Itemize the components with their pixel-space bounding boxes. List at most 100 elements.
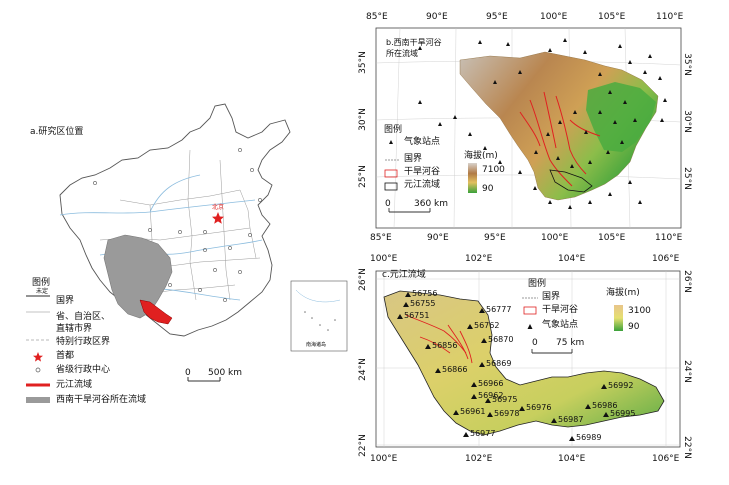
station-marker-56989: [569, 436, 575, 441]
b-bot-tick-1: 90°E: [427, 233, 449, 243]
b-bot-tick-4: 105°E: [598, 233, 626, 243]
c-bot-tick-0: 100°E: [370, 454, 398, 464]
panel-b-title-2: 所在流域: [386, 49, 418, 58]
b-elev-min: 90: [482, 184, 494, 194]
scale-zero: 0: [185, 368, 191, 378]
panel-c-stations: [397, 292, 609, 441]
panel-b: b.西南干旱河谷 所在流域 85°E 90°E 95°E 100°E 105°E…: [357, 0, 729, 255]
station-marker-56961: [453, 410, 459, 415]
station-marker-56856: [425, 344, 431, 349]
station-marker-56995: [603, 412, 609, 417]
dry-valley-lines: [519, 91, 601, 187]
undefined-border-label: 未定: [36, 288, 49, 295]
panel-b-stations: [418, 38, 667, 209]
station-marker-56751: [397, 314, 403, 319]
station-label-56987: 56987: [558, 415, 584, 424]
b-left-tick-1: 30°N: [357, 108, 368, 131]
station-marker-56975: [485, 398, 491, 403]
scale-label: 500 km: [208, 368, 243, 378]
b-top-tick-3: 100°E: [540, 12, 568, 22]
c-left-tick-2: 22°N: [357, 434, 368, 457]
b-bot-tick-0: 85°E: [370, 233, 392, 243]
b-right-tick-2: 25°N: [681, 167, 692, 190]
b-legend-station: 气象站点: [404, 137, 441, 147]
panel-a: a.研究区位置 北京 南海诸岛 图例 未定 国界 省、自治区、 直辖市界 特别行…: [0, 0, 360, 485]
station-label-56978: 56978: [494, 409, 520, 418]
capital-legend-icon: [33, 352, 43, 362]
b-right-tick-0: 35°N: [681, 53, 692, 76]
station-label-56989: 56989: [576, 433, 602, 442]
b-bot-tick-2: 95°E: [484, 233, 506, 243]
c-scale-zero: 0: [532, 338, 538, 348]
watershed-legend-swatch: [26, 397, 50, 403]
c-elev-title: 海拔(m): [606, 288, 640, 298]
station-label-56755: 56755: [410, 299, 436, 308]
station-marker-56866: [435, 368, 441, 373]
c-right-tick-0: 26°N: [681, 270, 692, 293]
c-bot-tick-3: 106°E: [652, 454, 680, 464]
legend-yuanjiang: 元江流域: [56, 380, 93, 390]
station-marker-56987: [551, 418, 557, 423]
station-label-56976: 56976: [526, 403, 552, 412]
legend-watershed: 西南干旱河谷所在流域: [56, 395, 147, 405]
c-legend-station: 气象站点: [542, 320, 579, 330]
legend-capital: 首都: [56, 351, 75, 361]
c-elev-max: 3100: [628, 306, 651, 316]
provincial-center-legend-icon: [35, 367, 41, 373]
capital-label: 北京: [212, 204, 225, 211]
station-label-56762: 56762: [474, 321, 500, 330]
b-bot-tick-3: 100°E: [541, 233, 569, 243]
b-scale-zero: 0: [385, 199, 391, 209]
c-dry-valley-lines: [405, 314, 473, 364]
station-label-56961: 56961: [460, 407, 486, 416]
b-legend-border: 国界: [404, 154, 423, 164]
station-marker-56869: [479, 362, 485, 367]
b-legend-yuanjiang: 元江流域: [404, 180, 441, 190]
c-elev-min: 90: [628, 322, 640, 332]
panel-a-title: a.研究区位置: [30, 127, 84, 137]
panel-c-title: c.元江流域: [382, 270, 426, 280]
station-label-56992: 56992: [608, 381, 634, 390]
panel-b-legend-title: 图例: [384, 125, 403, 135]
station-label-56870: 56870: [488, 335, 514, 344]
b-left-tick-2: 25°N: [357, 165, 368, 188]
c-legend-border: 国界: [542, 292, 561, 302]
station-marker-56762: [467, 324, 473, 329]
station-label-56977: 56977: [470, 429, 496, 438]
panel-b-title-1: b.西南干旱河谷: [386, 38, 442, 47]
station-marker-56986: [585, 404, 591, 409]
b-left-tick-0: 35°N: [357, 51, 368, 74]
c-legend-dry-valley: 干旱河谷: [542, 305, 579, 315]
station-marker-56966: [471, 382, 477, 387]
station-label-56866: 56866: [442, 365, 468, 374]
station-marker-56977: [463, 432, 469, 437]
station-label-56962: 56962: [478, 391, 504, 400]
c-left-tick-0: 26°N: [357, 268, 368, 291]
c-top-tick-3: 106°E: [652, 254, 680, 264]
c-top-tick-2: 104°E: [558, 254, 586, 264]
b-elev-max: 7100: [482, 165, 505, 175]
station-marker-56755: [403, 302, 409, 307]
c-scale-label: 75 km: [556, 338, 585, 348]
station-marker-56870: [481, 338, 487, 343]
b-right-tick-1: 30°N: [681, 110, 692, 133]
b-top-tick-1: 90°E: [426, 12, 448, 22]
inset-label: 南海诸岛: [306, 342, 327, 348]
panel-b-legend-symbols: [384, 140, 477, 213]
station-marker-56978: [487, 412, 493, 417]
station-label-56756: 56756: [412, 289, 438, 298]
station-marker-56976: [519, 406, 525, 411]
legend-province-border-1: 省、自治区、: [56, 312, 111, 322]
station-label-56856: 56856: [432, 341, 458, 350]
station-marker-56756: [405, 292, 411, 297]
legend-sar-border: 特别行政区界: [56, 337, 111, 347]
panel-c-legend-title: 图例: [528, 279, 547, 289]
b-elev-title: 海拔(m): [464, 151, 498, 161]
panel-a-legend-symbols: [26, 295, 221, 403]
legend-provincial-center: 省级行政中心: [56, 365, 111, 375]
panel-b-yuanjiang-outline: [549, 169, 593, 193]
legend-province-border-2: 直辖市界: [56, 324, 93, 334]
station-label-56777: 56777: [486, 305, 512, 314]
provincial-centers: [93, 148, 262, 302]
c-bot-tick-2: 104°E: [558, 454, 586, 464]
